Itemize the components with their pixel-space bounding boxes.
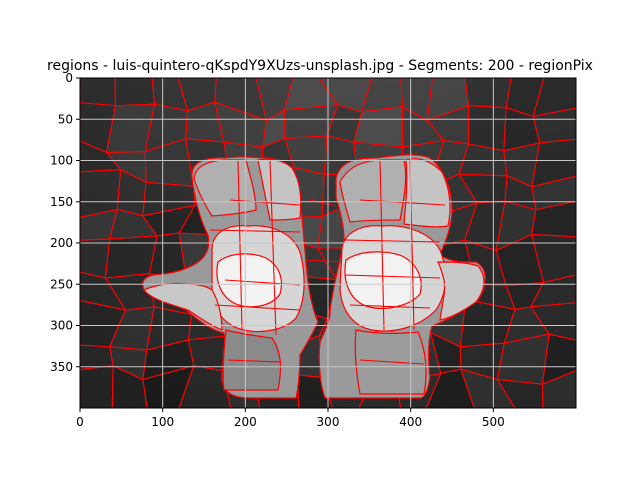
y-tick-label: 200 (50, 236, 73, 250)
segment-boundary (227, 359, 281, 363)
segment-boundary (344, 239, 441, 243)
y-tick-label: 100 (50, 154, 73, 168)
right-fingers (339, 159, 407, 223)
segment-cell (425, 368, 475, 408)
segment-boundary (359, 359, 425, 365)
segment-cell (531, 138, 576, 188)
segment-cell (80, 238, 111, 279)
y-tick-label: 50 (58, 112, 73, 126)
segment-boundary (269, 159, 277, 336)
segment-boundary (229, 199, 301, 206)
segment-cell (114, 78, 156, 107)
hands-segments (142, 154, 486, 399)
y-tick-label: 350 (50, 360, 73, 374)
segment-cell (531, 200, 576, 238)
y-tick-label: 250 (50, 277, 73, 291)
segment-cell (532, 78, 576, 118)
segment-cell (541, 333, 576, 386)
x-tick-label: 500 (482, 415, 505, 429)
x-tick-label: 300 (317, 415, 340, 429)
x-axis: 0 100 200 300 400 500 (76, 408, 505, 429)
left-thumb (143, 282, 223, 331)
segment-boundary (304, 259, 343, 263)
left-palm-center (216, 253, 283, 308)
right-thumb (437, 261, 485, 321)
left-wrist (222, 329, 282, 391)
y-axis: 0 50 100 150 200 250 300 350 (50, 71, 80, 374)
x-tick-label: 0 (76, 415, 84, 429)
segment-boundary (237, 159, 243, 331)
segment-cell (142, 364, 195, 408)
segment-cell (80, 78, 116, 107)
segment-boundary (359, 199, 446, 206)
segment-boundary (309, 199, 337, 207)
y-tick-label: 150 (50, 195, 73, 209)
segment-cell (104, 235, 158, 279)
segment-cell (353, 106, 404, 148)
segment-cell (530, 233, 576, 284)
x-tick-label: 200 (234, 415, 257, 429)
segment-cell (178, 365, 232, 408)
segment-cell (467, 105, 507, 152)
right-fingers-2 (403, 158, 451, 228)
segment-boundary (344, 274, 441, 279)
chart-title: regions - luis-quintero-qKspdY9XUzs-unsp… (47, 58, 593, 74)
segment-cell (532, 107, 576, 144)
segment-boundary (379, 159, 385, 331)
segment-boundary (214, 304, 301, 311)
segment-cell (529, 274, 576, 308)
x-tick-label: 100 (151, 415, 174, 429)
segment-cell (464, 78, 512, 109)
segment-cell (541, 369, 576, 408)
segment-cell (111, 364, 148, 408)
segment-boundary (349, 304, 431, 309)
y-tick-label: 300 (50, 319, 73, 333)
segment-boundary (209, 229, 301, 233)
segment-cell (460, 368, 516, 408)
x-tick-label: 400 (399, 415, 422, 429)
segment-cell (80, 365, 114, 408)
y-tick-label: 0 (65, 71, 73, 85)
segment-cell (496, 378, 544, 408)
